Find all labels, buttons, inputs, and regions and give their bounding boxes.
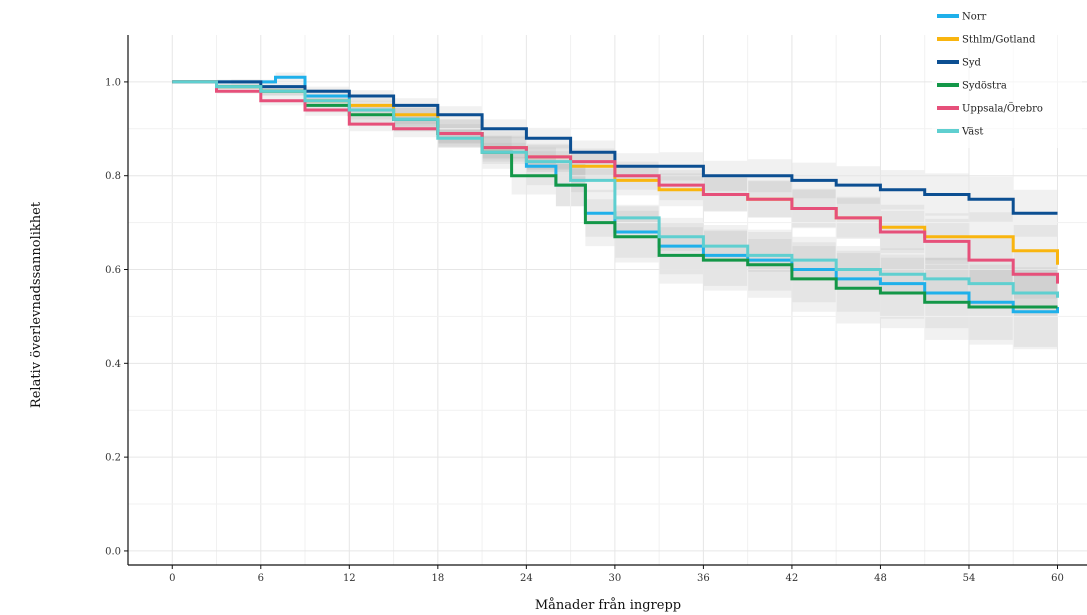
- x-tick-label: 48: [874, 573, 887, 584]
- y-tick-label: 1.0: [105, 77, 121, 88]
- y-tick-label: 0.8: [105, 171, 121, 182]
- y-tick-label: 0.0: [105, 546, 121, 557]
- legend-label-1: Sthlm/Gotland: [962, 35, 1036, 46]
- series-line-3: [172, 80, 1058, 309]
- series-line-5: [172, 80, 1059, 298]
- y-tick-label: 0.4: [105, 359, 121, 370]
- y-axis-title: Relativ överlevnadssannolikhet: [29, 201, 44, 408]
- x-tick-label: 24: [520, 573, 533, 584]
- x-tick-label: 54: [963, 573, 976, 584]
- legend-label-5: Väst: [961, 127, 983, 138]
- legend-label-4: Uppsala/Örebro: [962, 103, 1043, 115]
- x-tick-label: 6: [258, 573, 264, 584]
- legend-label-2: Syd: [962, 58, 982, 69]
- grid-lines: [128, 35, 1087, 565]
- legend-label-0: Norr: [962, 12, 987, 23]
- legend: Norr Sthlm/Gotland Syd Sydöstra Uppsala/Öreb…: [932, 4, 1082, 148]
- series-lines: [172, 75, 1059, 314]
- series-line-2: [172, 80, 1058, 215]
- x-tick-label: 12: [343, 573, 356, 584]
- x-axis-title: Månader från ingrepp: [535, 597, 681, 613]
- x-tick-label: 60: [1051, 573, 1064, 584]
- legend-label-3: Sydöstra: [962, 81, 1007, 92]
- x-tick-label: 42: [786, 573, 799, 584]
- axes: 0 6 12 18 24 30 36 42 48 54 60 0.0 0.2 0.4 0.6 0.8 1.0: [105, 35, 1087, 584]
- series-line-4: [172, 80, 1059, 284]
- legend-box: [932, 4, 1082, 148]
- y-tick-label: 0.6: [105, 265, 121, 276]
- x-tick-label: 0: [169, 573, 175, 584]
- x-tick-label: 18: [431, 573, 444, 584]
- x-tick-label: 30: [609, 573, 622, 584]
- y-tick-label: 0.2: [105, 453, 121, 464]
- x-tick-label: 36: [697, 573, 710, 584]
